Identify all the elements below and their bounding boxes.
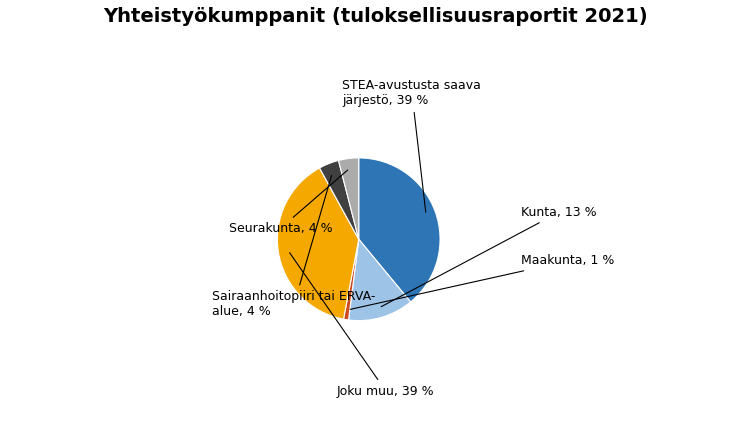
Text: Joku muu, 39 %: Joku muu, 39 % xyxy=(290,253,435,398)
Text: STEA-avustusta saava
järjestö, 39 %: STEA-avustusta saava järjestö, 39 % xyxy=(343,79,482,212)
Text: Seurakunta, 4 %: Seurakunta, 4 % xyxy=(229,170,348,235)
Wedge shape xyxy=(358,158,440,302)
Wedge shape xyxy=(320,160,358,239)
Wedge shape xyxy=(349,239,410,320)
Wedge shape xyxy=(338,158,358,239)
Title: Yhteistyökumppanit (tuloksellisuusraportit 2021): Yhteistyökumppanit (tuloksellisuusraport… xyxy=(103,7,647,26)
Text: Sairaanhoitopiiri tai ERVA-
alue, 4 %: Sairaanhoitopiiri tai ERVA- alue, 4 % xyxy=(212,175,376,318)
Wedge shape xyxy=(278,168,358,319)
Wedge shape xyxy=(344,239,358,320)
Text: Maakunta, 1 %: Maakunta, 1 % xyxy=(350,255,615,310)
Text: Kunta, 13 %: Kunta, 13 % xyxy=(381,206,597,307)
